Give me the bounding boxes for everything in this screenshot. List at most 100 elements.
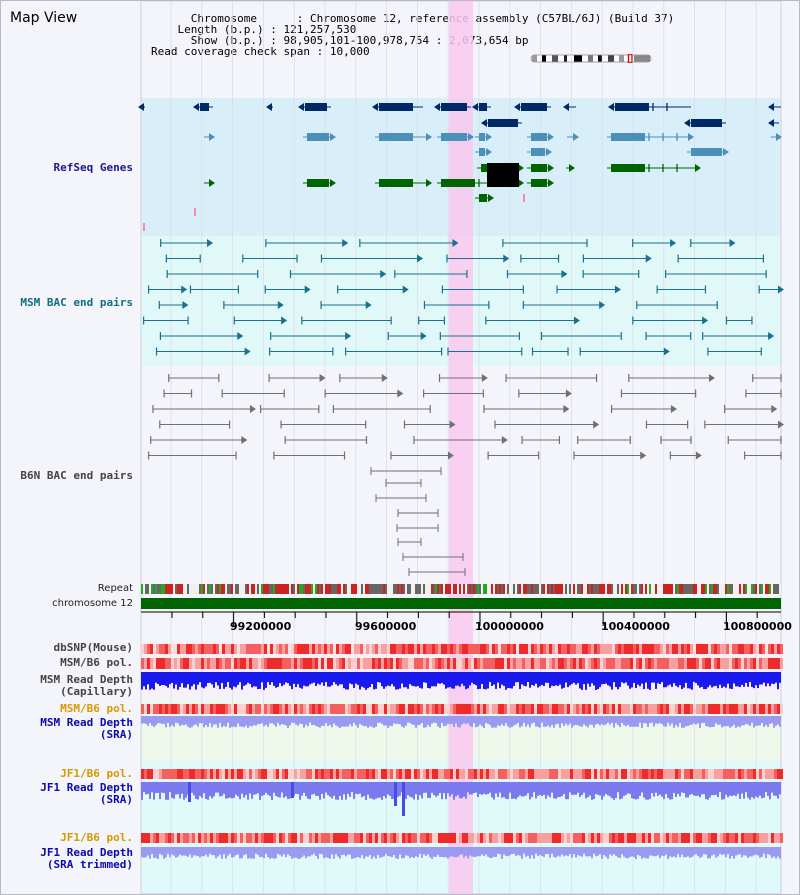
gene-arrow — [434, 103, 440, 111]
pol-cell — [621, 658, 624, 669]
repeat-block — [663, 584, 665, 594]
depth-bar — [733, 672, 735, 684]
depth-bar — [423, 847, 425, 855]
depth-bar — [567, 716, 569, 726]
depth-bar — [517, 782, 519, 798]
pol-cell — [165, 644, 168, 654]
pol-cell — [216, 704, 219, 714]
pol-cell — [369, 769, 372, 779]
depth-bar — [497, 782, 499, 797]
pol-cell — [486, 704, 489, 714]
pol-cell — [372, 833, 375, 843]
pol-cell — [738, 704, 741, 714]
pol-cell — [756, 833, 759, 843]
pol-cell — [750, 644, 753, 654]
depth-bar — [537, 672, 539, 688]
depth-bar — [271, 672, 273, 683]
repeat-block — [473, 584, 475, 594]
depth-bar — [585, 782, 587, 799]
depth-bar — [753, 847, 755, 856]
depth-bar — [287, 847, 289, 855]
msm-pair-arrow — [503, 254, 510, 263]
pol-cell — [546, 833, 549, 843]
msm-pair-arrow — [452, 239, 459, 247]
depth-bar — [287, 782, 289, 800]
pol-cell — [399, 769, 402, 779]
gene-exon — [479, 133, 485, 141]
pol-cell — [417, 658, 420, 669]
repeat-block — [163, 584, 165, 594]
repeat-block — [571, 584, 573, 594]
depth-bar — [481, 847, 483, 855]
depth-bar — [745, 672, 747, 683]
pol-cell — [429, 704, 432, 714]
region-highlight — [449, 1, 473, 894]
depth-bar — [309, 847, 311, 857]
pol-cell — [417, 644, 420, 654]
gene-arrow — [518, 164, 524, 172]
pol-cell — [297, 658, 300, 669]
chromosome-ideogram-icon[interactable] — [530, 54, 652, 63]
gene-arrow — [688, 133, 694, 141]
depth-bar — [273, 847, 275, 859]
depth-bar — [467, 716, 469, 724]
repeat-block — [655, 584, 657, 594]
depth-bar — [425, 847, 427, 856]
depth-bar — [453, 716, 455, 728]
pol-cell — [615, 658, 618, 669]
depth-bar — [557, 672, 559, 686]
pol-cell — [513, 704, 516, 714]
depth-bar — [695, 716, 697, 725]
pol-cell — [678, 833, 681, 843]
repeat-block — [603, 584, 605, 594]
repeat-block — [203, 584, 205, 594]
depth-bar — [363, 716, 365, 727]
depth-bar — [207, 782, 209, 800]
depth-bar — [777, 716, 779, 725]
depth-bar — [693, 782, 695, 796]
depth-bar — [413, 672, 415, 687]
pol-cell — [522, 704, 525, 714]
repeat-block — [169, 584, 171, 594]
pol-cell — [381, 833, 384, 843]
pol-cell — [492, 658, 495, 669]
pol-cell — [603, 769, 606, 779]
depth-bar — [723, 716, 725, 727]
depth-bar — [637, 716, 639, 727]
pol-cell — [303, 833, 306, 843]
depth-bar — [513, 716, 515, 726]
b6n-bac-end-pairs-track — [147, 374, 784, 576]
pol-cell — [246, 658, 249, 669]
pol-cell — [768, 833, 771, 843]
pol-cell — [435, 658, 438, 669]
depth-bar — [141, 672, 143, 690]
depth-bar — [339, 672, 341, 685]
depth-bar — [741, 782, 743, 794]
pol-cell — [225, 704, 228, 714]
pol-cell — [516, 644, 519, 654]
pol-cell — [297, 704, 300, 714]
repeat-block — [307, 584, 309, 594]
jf1-b6-pol-label: JF1/B6 pol. — [60, 767, 133, 780]
pol-cell — [657, 769, 660, 779]
depth-bar — [291, 672, 293, 690]
pol-cell — [387, 769, 390, 779]
pol-cell — [615, 644, 618, 654]
depth-bar — [545, 847, 547, 854]
pol-cell — [162, 704, 165, 714]
pol-cell — [567, 658, 570, 669]
depth-bar — [369, 672, 371, 688]
pol-cell — [297, 833, 300, 843]
pol-cell — [213, 769, 216, 779]
repeat-block — [761, 584, 763, 594]
gene-exon — [488, 119, 518, 127]
pol-cell — [261, 704, 264, 714]
depth-bar — [701, 672, 703, 687]
depth-bar — [189, 716, 191, 728]
depth-bar — [541, 782, 543, 797]
pol-cell — [153, 658, 156, 669]
pol-cell — [459, 704, 462, 714]
pol-cell — [330, 769, 333, 779]
b6n-pair-arrow — [397, 389, 404, 398]
